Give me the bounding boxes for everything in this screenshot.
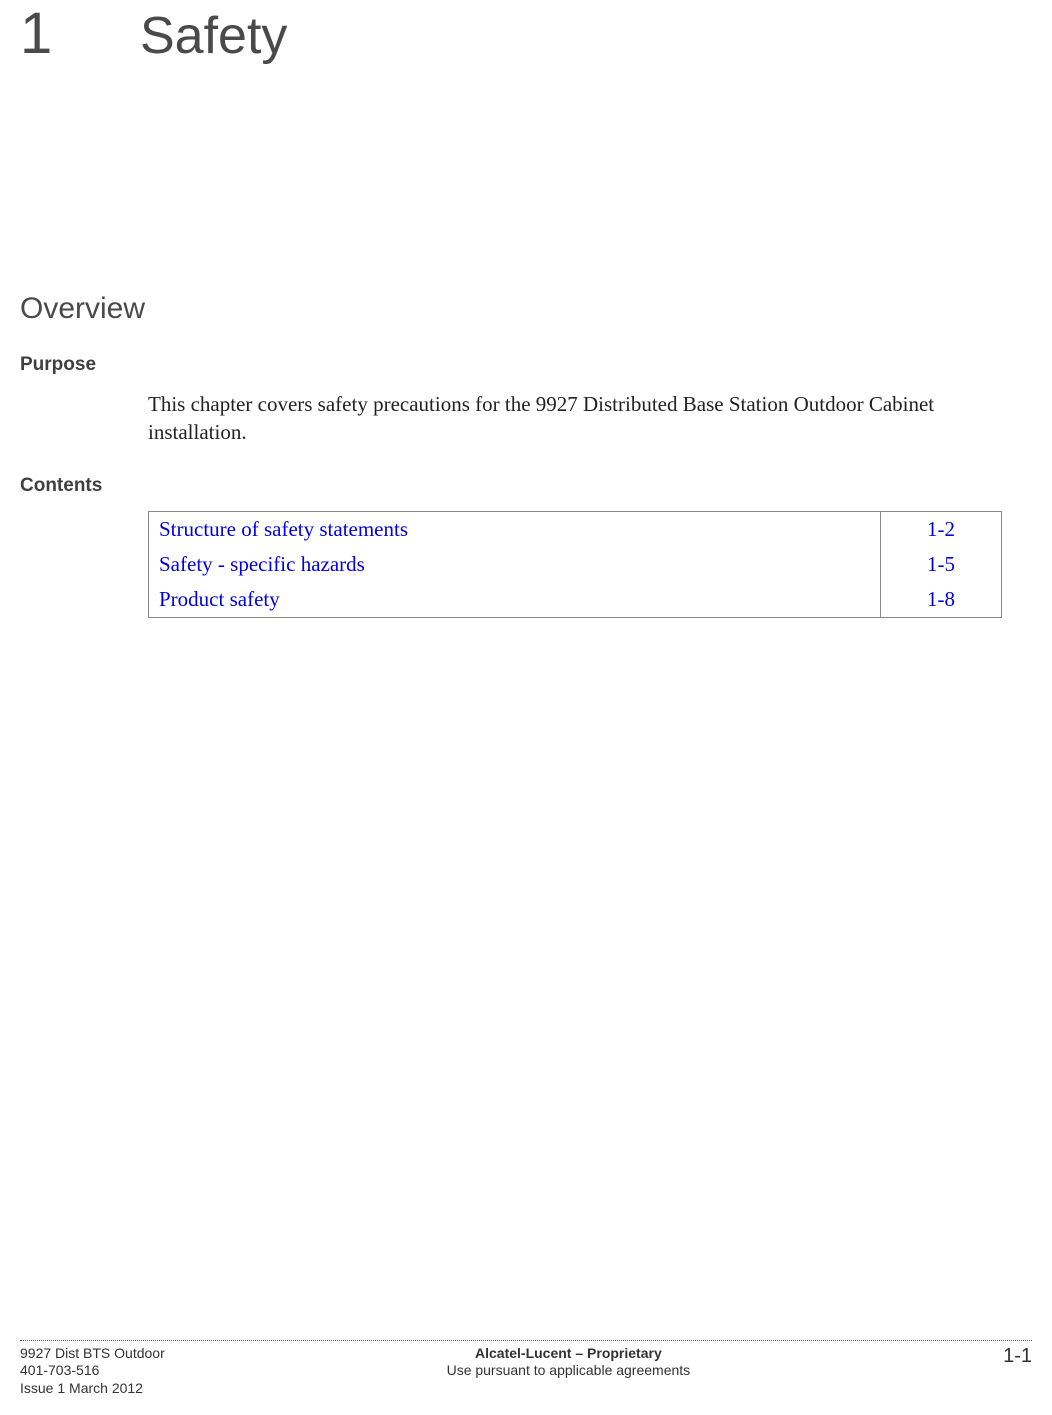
footer-issue: Issue 1 March 2012 (20, 1380, 165, 1398)
table-row: Safety - specific hazards 1-5 (149, 547, 1002, 582)
footer-left: 9927 Dist BTS Outdoor 401-703-516 Issue … (20, 1345, 165, 1398)
toc-link[interactable]: Product safety (149, 582, 881, 618)
purpose-text: This chapter covers safety precautions f… (148, 390, 1002, 447)
footer-doc-title: 9927 Dist BTS Outdoor (20, 1345, 165, 1363)
toc-page[interactable]: 1-8 (881, 582, 1002, 618)
chapter-heading: 1 Safety (20, 0, 1032, 67)
toc-page[interactable]: 1-5 (881, 547, 1002, 582)
contents-table: Structure of safety statements 1-2 Safet… (148, 511, 1002, 618)
footer-center: Alcatel-Lucent – Proprietary Use pursuan… (165, 1345, 972, 1380)
toc-link[interactable]: Safety - specific hazards (149, 547, 881, 582)
footer-usage: Use pursuant to applicable agreements (165, 1362, 972, 1380)
footer-grid: 9927 Dist BTS Outdoor 401-703-516 Issue … (20, 1345, 1032, 1398)
table-row: Product safety 1-8 (149, 582, 1002, 618)
footer-proprietary: Alcatel-Lucent – Proprietary (165, 1345, 972, 1363)
footer-rule (20, 1340, 1032, 1341)
chapter-number: 1 (20, 0, 140, 67)
footer-doc-number: 401-703-516 (20, 1362, 165, 1380)
overview-heading: Overview (20, 292, 1032, 326)
toc-link[interactable]: Structure of safety statements (149, 511, 881, 547)
toc-page[interactable]: 1-2 (881, 511, 1002, 547)
contents-label: Contents (20, 475, 1032, 497)
footer-page-number: 1-1 (972, 1345, 1032, 1368)
chapter-title: Safety (140, 6, 287, 66)
page: 1 Safety Overview Purpose This chapter c… (0, 0, 1052, 1415)
table-row: Structure of safety statements 1-2 (149, 511, 1002, 547)
page-footer: 9927 Dist BTS Outdoor 401-703-516 Issue … (20, 1340, 1032, 1398)
purpose-label: Purpose (20, 354, 1032, 376)
spacer (20, 67, 1032, 292)
